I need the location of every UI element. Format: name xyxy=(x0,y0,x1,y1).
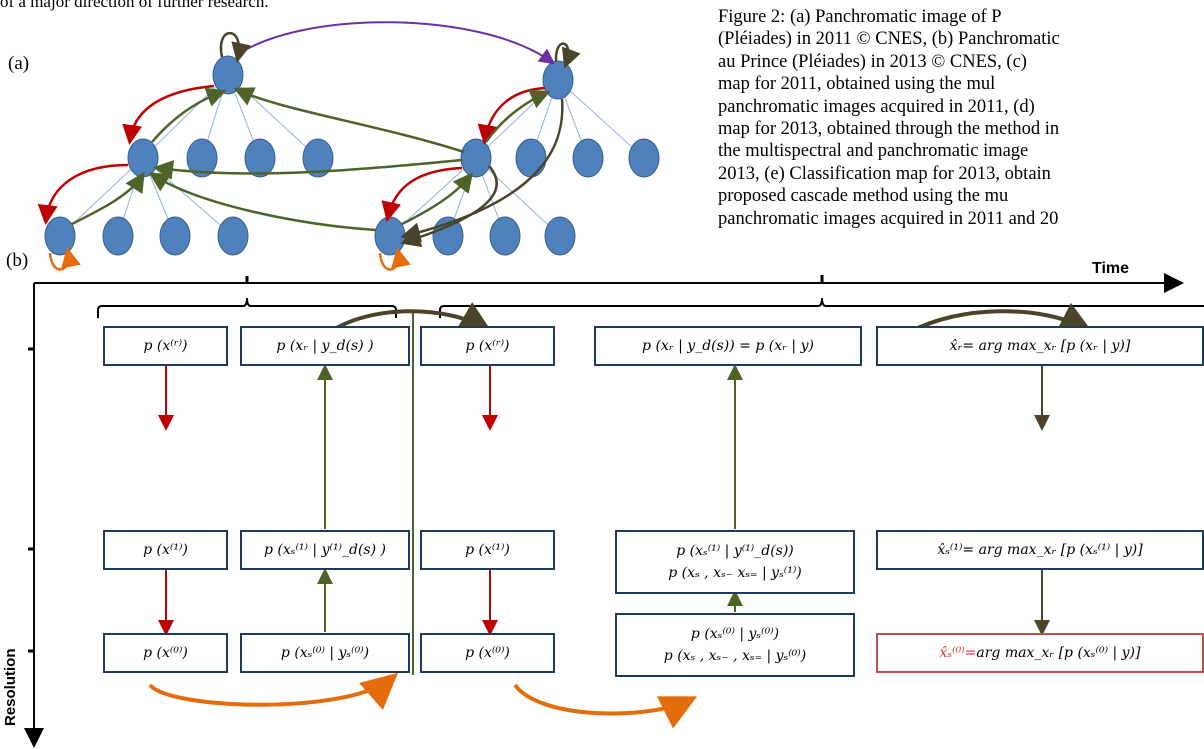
red-arrow xyxy=(381,166,463,222)
fine-transfer-arrow-2013 xyxy=(513,683,698,729)
orange-loop-arrow xyxy=(48,247,81,271)
green-arrow xyxy=(233,87,465,154)
tree-nodes xyxy=(44,55,660,256)
caption-line: proposed cascade method using the mu xyxy=(718,186,1009,207)
map-mid-box: x̂ₛ⁽¹⁾= arg max_xᵣ [p (xₛ⁽¹⁾ | y)] xyxy=(876,530,1204,570)
caption-line: Figure 2: (a) Panchromatic image of P xyxy=(718,7,1002,27)
brace-2011 xyxy=(97,297,397,318)
dark-arrow xyxy=(400,165,498,247)
prior-fine-2011-box: p (x⁽⁰⁾) xyxy=(103,633,228,673)
posterior-mid-2011-box: p (xₛ⁽¹⁾ | y⁽¹⁾_d(s) ) xyxy=(240,530,410,570)
posterior-fine-2013-box: p (xₛ⁽⁰⁾ | yₛ⁽⁰⁾) p (xₛ , xₛ₋ , xₛ₌ | yₛ… xyxy=(615,613,855,677)
green-arrow xyxy=(151,87,227,143)
prior-root-2011-box: p (x⁽ʳ⁾) xyxy=(103,326,228,366)
root-transition-arrow xyxy=(235,21,556,65)
self-loop-arrow xyxy=(554,42,581,69)
posterior-fine-2011-box: p (xₛ⁽⁰⁾ | yₛ⁽⁰⁾) xyxy=(240,633,410,673)
caption-line: (Pléiades) in 2011 © CNES, (b) Panchroma… xyxy=(718,29,1060,50)
self-loop-arrow xyxy=(219,31,251,63)
green-arrow xyxy=(148,172,377,232)
posterior-mid-2013-box: p (xₛ⁽¹⁾ | y⁽¹⁾_d(s)) p (xₛ , xₛ₋ xₛ₌ | … xyxy=(615,530,855,594)
prior-mid-2013-box: p (x⁽¹⁾) xyxy=(420,530,555,570)
resolution-axis-label: Resolution xyxy=(2,648,19,727)
panel-a-label: (a) xyxy=(8,53,30,74)
caption-line: the multispectral and panchromatic image xyxy=(718,141,1029,162)
green-arrow xyxy=(484,89,551,143)
prior-fine-2013-box: p (x⁽⁰⁾) xyxy=(420,633,555,673)
prior-root-2013-box: p (x⁽ʳ⁾) xyxy=(420,326,555,366)
prior-mid-2011-box: p (x⁽¹⁾) xyxy=(103,530,228,570)
red-arrow xyxy=(477,86,546,145)
caption-line: panchromatic images acquired in 2011 and… xyxy=(718,208,1059,229)
caption-line: map for 2013, obtained through the metho… xyxy=(718,119,1060,140)
quadtree-graph xyxy=(37,21,660,271)
brace-2013 xyxy=(439,297,1204,318)
time-axis-label: Time xyxy=(1092,260,1130,277)
orange-loop-arrow xyxy=(378,247,411,271)
posterior-root-2013-box: p (xᵣ | y_d(s)) = p (xᵣ | y) xyxy=(594,326,862,366)
green-arrow xyxy=(401,172,474,226)
green-arrow xyxy=(71,171,145,226)
map-root-box: x̂ᵣ= arg max_xᵣ [p (xᵣ | y)] xyxy=(876,326,1204,366)
green-arrow xyxy=(153,158,463,180)
caption-line: panchromatic images acquired in 2011, (d… xyxy=(718,96,1035,117)
fine-transfer-arrow-2011 xyxy=(148,672,399,710)
map-fine-box: x̂ₛ⁽⁰⁾= arg max_xᵣ [p (xₛ⁽⁰⁾ | y)] xyxy=(876,633,1204,673)
caption-line: 2013, (e) Classification map for 2013, o… xyxy=(718,163,1051,184)
caption-line: au Prince (Pléiades) in 2013 © CNES, (c) xyxy=(718,51,1027,72)
dark-arrow xyxy=(400,98,564,243)
panel-b-label: (b) xyxy=(6,250,29,271)
posterior-root-2011-box: p (xᵣ | y_d(s) ) xyxy=(240,326,410,366)
red-arrow xyxy=(37,163,129,225)
caption-line: map for 2011, obtained using the mul xyxy=(718,74,996,95)
body-text-fragment: of a major direction of further research… xyxy=(0,0,269,11)
figure-caption: Figure 2: (a) Panchromatic image of P (P… xyxy=(718,6,1188,230)
red-arrow xyxy=(122,84,215,145)
